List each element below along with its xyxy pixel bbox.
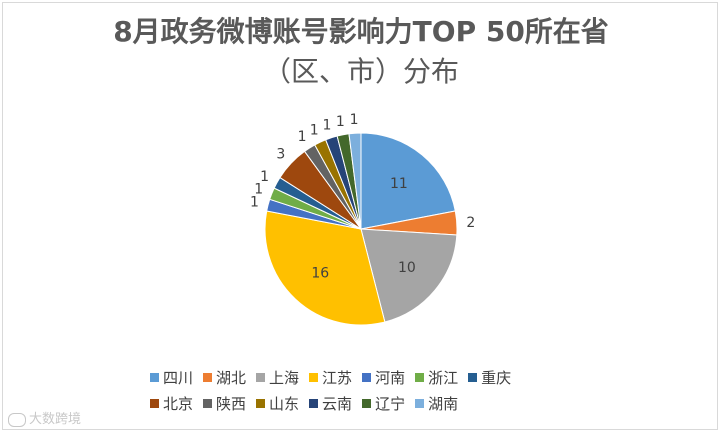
data-label-6: 1 [260,169,269,185]
data-label-7: 3 [276,147,285,163]
legend-row: 北京 陕西 山东 云南 辽宁 湖南 [150,390,610,416]
legend-label: 江苏 [322,368,353,387]
legend-label: 山东 [269,394,300,413]
legend-label: 云南 [322,394,353,413]
legend-item-3: 江苏 [309,367,352,388]
data-label-9: 1 [310,122,319,138]
chart-title-line1: 8月政务微博账号影响力TOP 50所在省 [113,15,609,48]
legend-label: 浙江 [428,368,459,387]
legend-swatch [468,372,478,382]
data-label-11: 1 [336,114,345,130]
legend-label: 北京 [163,394,194,413]
legend-swatch [309,372,319,382]
legend-swatch [150,372,159,382]
legend-label: 重庆 [481,368,512,387]
legend-swatch [203,398,213,408]
legend-item-10: 云南 [309,393,352,414]
legend-label: 河南 [375,368,406,387]
legend-item-1: 湖北 [203,367,246,388]
data-label-3: 16 [311,265,329,281]
legend-swatch [362,372,372,382]
legend-label: 四川 [163,368,194,387]
legend-row: 四川 湖北 上海 江苏 河南 浙江 重庆 [150,364,610,390]
legend-swatch [415,372,425,382]
legend-swatch [415,398,425,408]
data-label-5: 1 [254,182,263,198]
pie-slice-12 [348,132,362,230]
pie-slice-2 [360,228,458,323]
legend-item-5: 浙江 [415,367,458,388]
legend-swatch [256,372,266,382]
data-label-1: 2 [466,215,475,231]
legend-label: 辽宁 [375,394,406,413]
data-label-2: 10 [398,260,416,276]
watermark-text: 大数跨境 [29,412,82,427]
legend-label: 上海 [269,368,300,387]
legend-item-11: 辽宁 [362,393,405,414]
legend-label: 陕西 [216,394,247,413]
legend-label: 湖北 [216,368,247,387]
watermark-logo-icon [8,412,26,427]
legend-swatch [256,398,266,408]
data-label-4: 1 [250,195,259,211]
legend-swatch [362,398,372,408]
legend-item-2: 上海 [256,367,299,388]
legend-swatch [150,398,159,408]
legend-label: 湖南 [428,394,459,413]
data-label-0: 11 [390,176,408,192]
legend-swatch [203,372,213,382]
pie-slice-3 [264,210,386,326]
legend-item-4: 河南 [362,367,405,388]
data-label-8: 1 [298,129,307,145]
data-label-10: 1 [323,117,332,133]
legend-item-0: 四川 [150,367,193,388]
legend-swatch [309,398,319,408]
legend: 四川 湖北 上海 江苏 河南 浙江 重庆 北京 陕西 山东 云南 辽宁 湖南 [150,364,610,416]
legend-item-8: 陕西 [203,393,246,414]
legend-item-9: 山东 [256,393,299,414]
chart-title-line2: （区、市）分布 [262,55,459,88]
data-label-12: 1 [350,112,359,128]
legend-item-12: 湖南 [415,393,458,414]
legend-item-7: 北京 [150,393,193,414]
watermark: 大数跨境 [8,408,81,427]
legend-item-6: 重庆 [468,367,511,388]
pie-slice-0 [360,132,456,230]
chart-title: 8月政务微博账号影响力TOP 50所在省 （区、市）分布 [0,12,722,92]
